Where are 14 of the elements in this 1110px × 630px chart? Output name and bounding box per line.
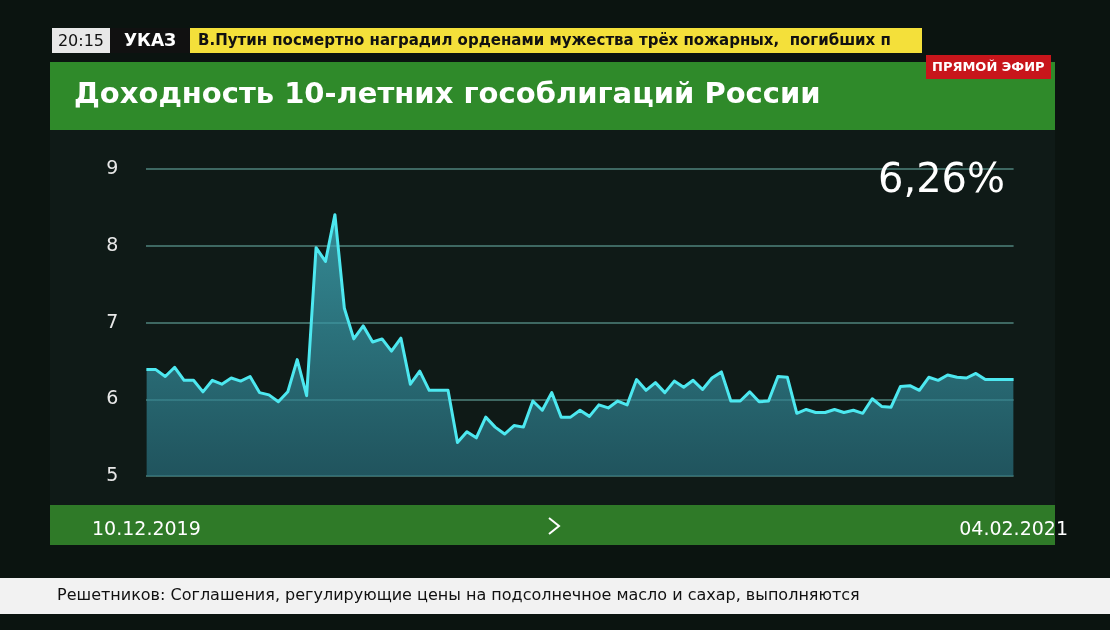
x-tick-label: 10.12.2019 <box>91 516 201 539</box>
text: В.Путин посмертно наградил орденами мужества трёх пожарных, погибших п <box>198 30 892 51</box>
annotation: 6,26% <box>878 155 1006 201</box>
y-tick-label: 5 <box>106 463 119 486</box>
text: УКАЗ <box>110 28 190 53</box>
y-tick-label: 7 <box>106 309 119 332</box>
chart-title: Доходность 10-летних гособлигаций России <box>74 76 821 110</box>
y-tick-label: 9 <box>106 156 119 179</box>
x-tick-label: 04.02.2021 <box>959 516 1069 539</box>
text: Решетников: Соглашения, регулирующие цены на подсолнечное масло и сахар, выполняются <box>57 585 860 604</box>
text: ПРЯМОЙ ЭФИР <box>926 55 1051 79</box>
text: 20:15 <box>52 28 110 53</box>
y-tick-label: 8 <box>106 233 119 256</box>
y-tick-label: 6 <box>106 386 119 409</box>
